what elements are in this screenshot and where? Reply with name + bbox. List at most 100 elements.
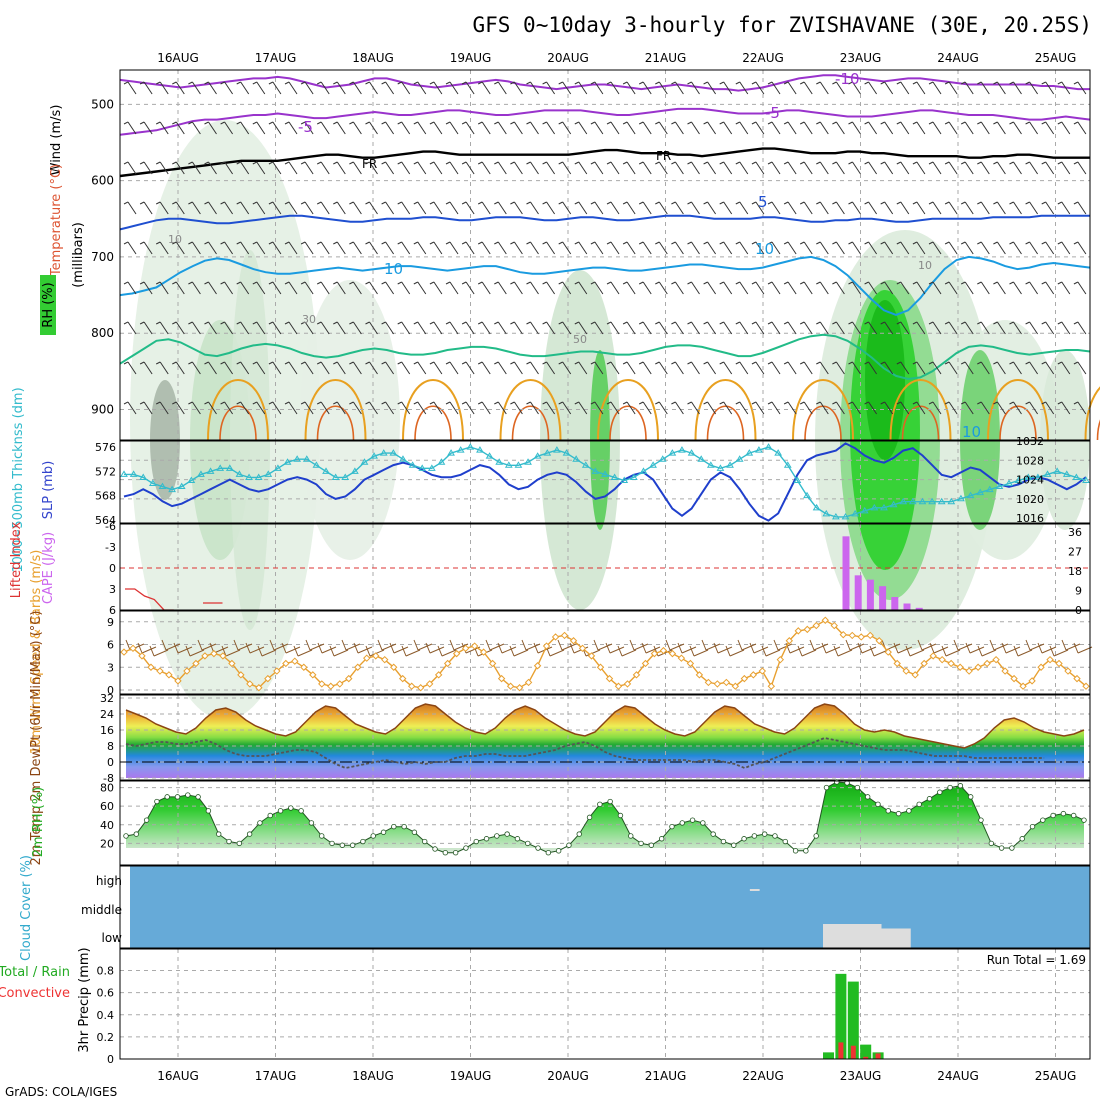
rh-marker bbox=[391, 823, 397, 830]
thickness-marker bbox=[1062, 470, 1071, 477]
thickness-marker bbox=[918, 497, 927, 505]
wind-barb bbox=[638, 281, 652, 295]
wind-barb bbox=[477, 321, 491, 335]
wind-barb bbox=[735, 241, 749, 255]
wind-barb bbox=[751, 201, 765, 215]
date-label-top: 20AUG bbox=[547, 51, 589, 65]
rh-marker bbox=[483, 836, 490, 842]
wind-marker bbox=[677, 654, 686, 662]
wind-barb bbox=[1057, 201, 1071, 215]
wind-barb bbox=[703, 201, 717, 215]
surface-barb bbox=[521, 639, 541, 651]
wind-marker bbox=[947, 659, 955, 668]
surface-barb bbox=[989, 639, 1009, 651]
wind-barb bbox=[638, 161, 652, 175]
wind-ticks: 9 6 3 0 bbox=[107, 616, 114, 697]
wind-barb bbox=[848, 241, 861, 255]
wind-marker bbox=[875, 637, 883, 645]
bottom-date-labels: 16AUG 17AUG 18AUG 19AUG 20AUG 21AUG 22AUG 23AUG… bbox=[157, 1069, 1076, 1083]
cape-tick: 36 bbox=[1068, 526, 1082, 539]
rh-marker bbox=[988, 840, 994, 847]
rh-marker bbox=[741, 836, 747, 842]
wind-barb bbox=[622, 281, 636, 295]
thickness-marker bbox=[957, 494, 965, 502]
temp-arch-inner bbox=[219, 405, 257, 441]
wind-barb bbox=[1073, 281, 1087, 295]
rh-marker bbox=[411, 829, 418, 835]
thickness-marker bbox=[495, 458, 504, 465]
wind-barb bbox=[123, 241, 137, 255]
wind-barb bbox=[719, 401, 733, 415]
wind-marker bbox=[749, 671, 758, 679]
wind-barb bbox=[284, 241, 298, 255]
wind-barb bbox=[172, 161, 185, 175]
wind-barb bbox=[993, 361, 1006, 375]
wind-barb bbox=[252, 321, 266, 335]
wind-marker bbox=[309, 671, 317, 679]
wind-barb bbox=[349, 321, 362, 335]
wind-marker bbox=[425, 680, 434, 688]
wind-barb bbox=[316, 361, 330, 375]
rh-tick: 60 bbox=[100, 800, 114, 813]
rh-marker bbox=[349, 842, 356, 848]
thickness-marker bbox=[216, 464, 225, 471]
wind-marker bbox=[264, 674, 272, 683]
wind-barb bbox=[944, 361, 958, 375]
wind-barb bbox=[123, 81, 137, 95]
date-label-bottom: 19AUG bbox=[450, 1069, 492, 1083]
wind-barb bbox=[494, 401, 507, 415]
wind-barb bbox=[719, 161, 733, 175]
wind-barb bbox=[461, 281, 475, 295]
wind-barb bbox=[477, 281, 491, 295]
precip-bar bbox=[823, 1052, 834, 1059]
wind-barb bbox=[622, 241, 636, 255]
rh-marker bbox=[1081, 817, 1087, 823]
rh-marker bbox=[772, 833, 778, 839]
convective-bar bbox=[850, 1045, 856, 1059]
slp-tick: 1028 bbox=[1016, 454, 1044, 467]
wind-marker bbox=[542, 642, 551, 650]
wind-barb bbox=[928, 241, 942, 255]
wind-barb bbox=[204, 161, 217, 175]
wind-marker bbox=[983, 659, 991, 668]
thickness-marker bbox=[726, 461, 734, 468]
wind-barb bbox=[880, 361, 894, 375]
thickness-marker bbox=[225, 464, 234, 471]
thickness-marker bbox=[870, 503, 879, 511]
temp-tick: 32 bbox=[100, 692, 114, 705]
wind-barb bbox=[1025, 241, 1039, 255]
wind-barbs bbox=[123, 81, 1087, 415]
temp-arch-inner bbox=[901, 405, 940, 441]
wind-barb bbox=[155, 121, 169, 135]
surface-barb bbox=[377, 639, 397, 651]
contour-10 bbox=[119, 255, 1091, 316]
pressure-tick: 900 bbox=[91, 402, 114, 416]
wind-marker bbox=[390, 663, 398, 671]
wind-barb bbox=[783, 81, 797, 95]
wind-barb bbox=[333, 201, 346, 215]
rh-marker bbox=[494, 833, 500, 839]
wind-barb bbox=[510, 361, 523, 375]
wind-barb bbox=[558, 241, 572, 255]
wind-barb bbox=[783, 161, 797, 175]
convective-bar bbox=[863, 1056, 869, 1059]
wind-barb bbox=[703, 401, 717, 415]
wind-marker bbox=[974, 663, 982, 671]
surface-barb bbox=[665, 639, 685, 651]
wind-marker bbox=[1055, 659, 1063, 668]
temp-arch-outer bbox=[597, 379, 659, 441]
wind-barb bbox=[944, 401, 958, 415]
thickness-marker bbox=[120, 470, 128, 477]
wind-barb bbox=[252, 361, 266, 375]
rh-marker bbox=[164, 794, 170, 800]
wind-barb bbox=[526, 241, 539, 255]
date-label-bottom: 25AUG bbox=[1035, 1069, 1077, 1083]
wind-barb bbox=[1025, 161, 1039, 175]
wind-marker bbox=[201, 652, 209, 660]
wind-marker bbox=[848, 631, 856, 640]
wind-barb bbox=[526, 321, 539, 335]
wind-barb bbox=[204, 241, 217, 255]
wind-marker bbox=[327, 682, 335, 690]
rh-marker bbox=[751, 833, 758, 839]
wind-barb bbox=[767, 321, 781, 335]
